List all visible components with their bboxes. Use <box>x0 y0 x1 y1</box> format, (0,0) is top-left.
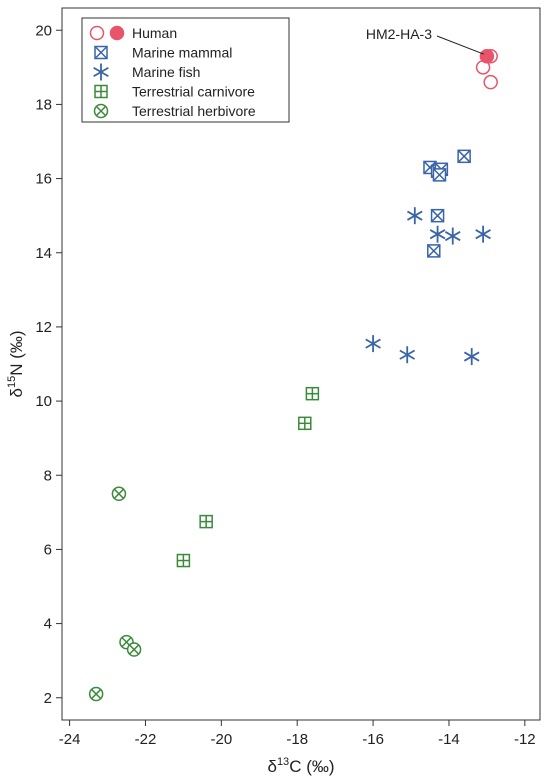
y-tick-label: 18 <box>35 96 52 113</box>
annotation-label: HM2-HA-3 <box>366 26 432 42</box>
x-axis-title: δ13C (‰) <box>267 756 334 776</box>
y-tick-label: 10 <box>35 393 52 410</box>
y-tick-label: 16 <box>35 171 52 188</box>
x-tick-label: -24 <box>59 731 81 748</box>
legend-label: Marine fish <box>132 64 200 80</box>
legend-marker <box>93 63 109 81</box>
legend-label: Terrestrial carnivore <box>132 84 255 100</box>
data-point <box>429 225 446 243</box>
data-point <box>430 208 445 223</box>
data-point <box>406 207 423 225</box>
y-axis-title-base: δ <box>7 388 26 397</box>
data-point <box>432 168 447 182</box>
x-axis-title-rest: C (‰) <box>289 757 334 776</box>
x-tick-label: -22 <box>135 731 157 748</box>
data-point <box>365 335 381 353</box>
data-point <box>111 486 127 502</box>
data-point <box>399 346 416 364</box>
x-axis-title-base: δ <box>267 757 276 776</box>
data-point <box>88 686 104 702</box>
x-axis-title-superscript: 13 <box>277 756 289 768</box>
y-tick-label: 20 <box>35 22 52 39</box>
y-tick-label: 8 <box>44 467 52 484</box>
y-tick-label: 12 <box>35 319 52 336</box>
legend-label: Terrestrial herbivore <box>132 103 256 119</box>
annotation-leader-line <box>436 35 485 55</box>
legend-label: Human <box>132 25 177 41</box>
y-axis-title-rest: N (‰) <box>7 330 26 375</box>
y-tick-label: 2 <box>44 690 52 707</box>
x-tick-label: -14 <box>438 731 460 748</box>
y-axis-title-superscript: 15 <box>6 376 18 388</box>
legend-marker <box>109 25 125 41</box>
data-point <box>305 386 320 401</box>
y-tick-label: 14 <box>35 245 52 262</box>
data-point <box>475 225 491 243</box>
data-point <box>427 244 441 258</box>
data-point <box>199 514 213 529</box>
x-tick-label: -20 <box>210 731 232 748</box>
data-point <box>479 48 495 64</box>
data-point <box>298 416 312 431</box>
legend-marker <box>94 45 108 60</box>
x-tick-label: -12 <box>514 731 536 748</box>
x-tick-label: -18 <box>286 731 308 748</box>
data-points <box>88 48 498 702</box>
data-point <box>126 642 142 657</box>
axis-ticks: -24 -22 -20 -18 -16 -14 -12 2 4 6 8 10 12 14 16 18 20 <box>35 22 535 748</box>
plot-frame <box>61 7 541 721</box>
annotations: HM2-HA-3 <box>366 26 485 55</box>
y-axis-title: δ15N (‰) <box>6 330 26 397</box>
data-point <box>483 74 498 90</box>
data-point <box>444 227 461 245</box>
x-tick-label: -16 <box>362 731 384 748</box>
legend: Human Marine mammal Marine fish Terrestrial… <box>81 17 290 123</box>
legend-marker <box>93 103 109 119</box>
data-point <box>176 553 191 568</box>
legend-label: Marine mammal <box>132 45 232 61</box>
y-tick-label: 6 <box>44 541 52 558</box>
data-point <box>463 348 480 366</box>
legend-marker <box>94 84 108 99</box>
y-tick-label: 4 <box>44 616 52 633</box>
data-point <box>457 149 471 164</box>
legend-marker <box>89 25 105 41</box>
